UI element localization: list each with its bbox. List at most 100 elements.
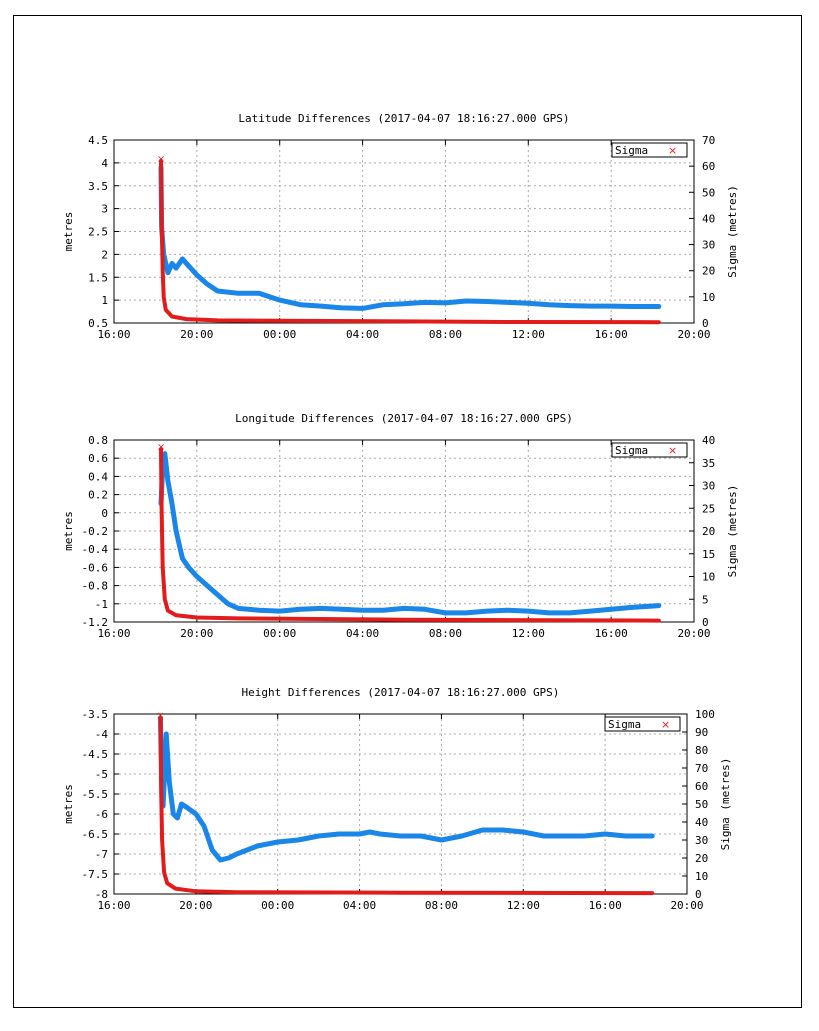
difference-series-line [158,715,655,863]
y-tick-label: 0 [101,507,108,520]
y2-tick-label: 5 [702,593,709,606]
y-tick-label: 1 [101,294,108,307]
y-tick-label: 0.2 [88,489,108,502]
y-tick-label: 0.4 [88,470,108,483]
y2-tick-label: 100 [695,708,715,721]
chart-3: Height Differences (2017-04-07 18:16:27.… [62,686,732,912]
chart-title: Longitude Differences (2017-04-07 18:16:… [235,412,573,425]
sigma-series-line [159,447,661,623]
y2-tick-label: 15 [702,548,715,561]
y-tick-label: -3.5 [82,708,109,721]
y2-tick-label: 40 [695,816,708,829]
y2-tick-label: 30 [695,834,708,847]
y-tick-label: 0.6 [88,452,108,465]
y-tick-label: 2 [101,248,108,261]
x-tick-label: 16:00 [595,627,628,640]
y2-tick-label: 30 [702,480,715,493]
legend-marker: × [668,444,677,457]
y2-tick-label: 10 [702,291,715,304]
sigma-marker: × [157,442,165,453]
x-tick-label: 08:00 [429,627,462,640]
y2-tick-label: 20 [702,525,715,538]
y-axis-label: metres [62,784,75,824]
x-tick-label: 16:00 [97,899,130,912]
y2-tick-label: 40 [702,212,715,225]
y2-axis-label: Sigma (metres) [726,485,739,578]
x-tick-label: 04:00 [346,627,379,640]
x-tick-label: 08:00 [425,899,458,912]
y2-axis-label: Sigma (metres) [726,185,739,278]
x-tick-label: 16:00 [589,899,622,912]
y-tick-label: 0.5 [88,317,108,330]
y-tick-label: 4 [101,157,108,170]
y-tick-label: -6.5 [82,828,109,841]
x-tick-label: 20:00 [179,899,212,912]
x-tick-label: 20:00 [180,328,213,341]
x-tick-label: 20:00 [677,627,710,640]
y-tick-label: -6 [95,808,108,821]
x-tick-label: 20:00 [180,627,213,640]
y-tick-label: 0.8 [88,434,108,447]
y2-tick-label: 70 [702,134,715,147]
difference-series-line [158,451,662,616]
sigma-series-line [158,715,655,896]
y-tick-label: -0.4 [82,543,109,556]
x-tick-label: 16:00 [97,328,130,341]
y-tick-label: -4 [95,728,109,741]
x-tick-label: 20:00 [670,899,703,912]
y2-tick-label: 35 [702,457,715,470]
y-tick-label: 1.5 [88,271,108,284]
y-axis-label: metres [62,212,75,252]
y2-tick-label: 10 [695,870,708,883]
y-tick-label: -7.5 [82,868,109,881]
x-tick-label: 00:00 [261,899,294,912]
y2-tick-label: 60 [702,160,715,173]
chart-title: Height Differences (2017-04-07 18:16:27.… [242,686,560,699]
figure-frame [13,15,802,1008]
x-tick-label: 00:00 [263,627,296,640]
y2-tick-label: 50 [702,186,715,199]
legend-label: Sigma [615,144,648,157]
y-tick-label: -8 [95,888,108,901]
y2-tick-label: 20 [702,265,715,278]
y-tick-label: -0.2 [82,525,109,538]
x-tick-label: 12:00 [512,627,545,640]
y-axis-label: metres [62,511,75,551]
y2-tick-label: 40 [702,434,715,447]
y2-axis-label: Sigma (metres) [719,758,732,851]
y2-tick-label: 0 [702,616,709,629]
y2-tick-label: 0 [702,317,709,330]
y-tick-label: -0.6 [82,561,109,574]
x-tick-label: 16:00 [97,627,130,640]
x-tick-label: 04:00 [343,899,376,912]
y2-tick-label: 70 [695,762,708,775]
y2-tick-label: 25 [702,502,715,515]
x-tick-label: 20:00 [677,328,710,341]
chart-2: Longitude Differences (2017-04-07 18:16:… [62,412,739,640]
sigma-series-line [159,158,661,325]
x-tick-label: 04:00 [346,328,379,341]
y-tick-label: -5.5 [82,788,109,801]
x-tick-label: 12:00 [507,899,540,912]
legend-marker: × [668,144,677,157]
y-tick-label: -4.5 [82,748,109,761]
y2-tick-label: 80 [695,744,708,757]
y-tick-label: -0.8 [82,580,109,593]
legend-label: Sigma [608,718,641,731]
y2-tick-label: 30 [702,239,715,252]
legend-label: Sigma [615,444,648,457]
plot-frame [113,713,688,895]
legend-marker: × [661,718,670,731]
chart-1: Latitude Differences (2017-04-07 18:16:2… [62,112,739,341]
difference-series-line [158,165,662,311]
sigma-marker: × [157,154,165,165]
y-tick-label: 4.5 [88,134,108,147]
legend-box [604,716,681,732]
x-tick-label: 12:00 [512,328,545,341]
y2-tick-label: 90 [695,726,708,739]
y-tick-label: -7 [95,848,108,861]
y2-tick-label: 10 [702,571,715,584]
y2-tick-label: 20 [695,852,708,865]
y-tick-label: -1 [95,598,108,611]
